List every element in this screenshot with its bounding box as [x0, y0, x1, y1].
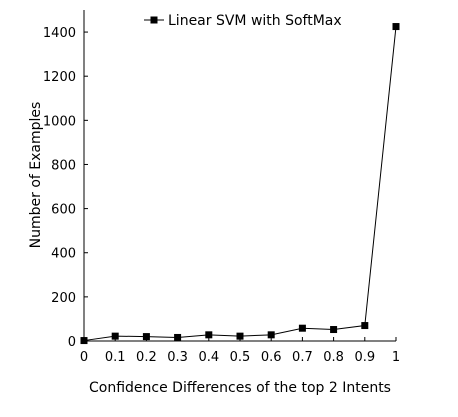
x-tick-label: 0.3 — [167, 350, 188, 365]
x-tick-label: 0.1 — [105, 350, 126, 365]
x-tick-label: 0.8 — [323, 350, 344, 365]
y-tick-label: 0 — [68, 335, 76, 350]
data-point — [205, 331, 213, 339]
data-point — [174, 333, 182, 341]
x-tick-label: 0.4 — [198, 350, 219, 365]
data-point — [298, 324, 306, 332]
legend-marker-swatch — [150, 16, 158, 24]
y-tick-label: 200 — [51, 291, 76, 306]
legend-label: Linear SVM with SoftMax — [168, 13, 342, 29]
x-tick-label: 1 — [392, 350, 400, 365]
data-point — [111, 332, 119, 340]
y-tick-label: 400 — [51, 247, 76, 262]
x-tick-label: 0.2 — [136, 350, 157, 365]
y-axis-title: Number of Examples — [28, 102, 44, 249]
legend: Linear SVM with SoftMax — [144, 13, 342, 29]
series-line — [83, 26, 397, 342]
data-point — [236, 332, 244, 340]
y-tick-label: 600 — [51, 203, 76, 218]
data-point — [142, 333, 150, 341]
x-tick-label: 0.9 — [354, 350, 375, 365]
y-tick-label: 1200 — [43, 70, 76, 85]
x-tick-label: 0 — [80, 350, 88, 365]
chart-axes — [83, 10, 396, 342]
x-axis-title: Confidence Differences of the top 2 Inte… — [89, 380, 391, 396]
data-point — [392, 23, 400, 31]
data-point — [267, 331, 275, 339]
x-tick-label: 0.5 — [230, 350, 251, 365]
y-tick-label: 800 — [51, 158, 76, 173]
data-point — [361, 322, 369, 330]
x-tick-label: 0.7 — [292, 350, 313, 365]
y-tick-label: 1400 — [43, 26, 76, 41]
y-tick-label: 1000 — [43, 114, 76, 129]
y-axis-ticks: 0 200 400 600 800 1000 1200 1400 — [43, 26, 88, 350]
series-group — [80, 23, 400, 345]
x-tick-label: 0.6 — [261, 350, 282, 365]
data-point — [330, 326, 338, 334]
data-point — [80, 337, 88, 345]
